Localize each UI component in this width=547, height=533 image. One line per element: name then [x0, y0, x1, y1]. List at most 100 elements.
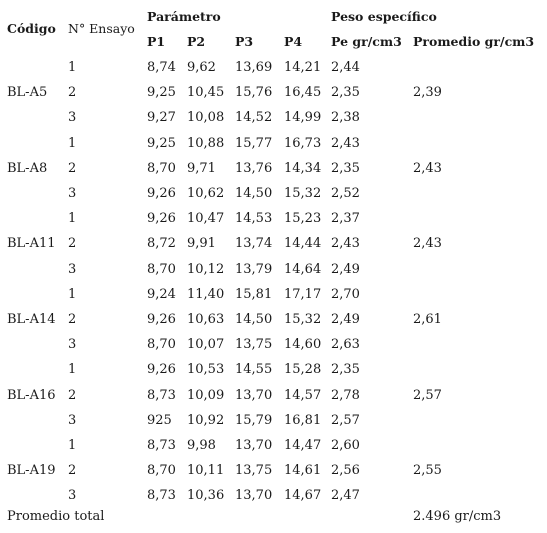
cell-p1: 8,73: [147, 388, 176, 403]
cell-ensayo: 1: [68, 136, 77, 151]
cell-ensayo: 1: [68, 362, 77, 377]
cell-promedio: 2,55: [413, 463, 442, 478]
cell-p3: 14,52: [235, 110, 273, 125]
cell-p3: 13,79: [235, 262, 273, 277]
cell-codigo: BL-A14: [7, 312, 56, 327]
cell-p1: 9,26: [147, 312, 176, 327]
cell-p2: 9,91: [187, 236, 216, 251]
cell-p3: 13,69: [235, 60, 273, 75]
cell-pe: 2,52: [331, 186, 360, 201]
cell-p4: 14,99: [284, 110, 322, 125]
cell-p3: 15,76: [235, 85, 273, 100]
cell-promedio: 2,61: [413, 312, 442, 327]
cell-p1: 8,70: [147, 337, 176, 352]
cell-pe: 2,35: [331, 161, 360, 176]
cell-pe: 2,38: [331, 110, 360, 125]
cell-p3: 15,81: [235, 287, 273, 302]
cell-pe: 2,43: [331, 136, 360, 151]
cell-p2: 10,08: [187, 110, 225, 125]
cell-p2: 10,47: [187, 211, 225, 226]
cell-promedio: 2,43: [413, 161, 442, 176]
cell-ensayo: 1: [68, 438, 77, 453]
cell-p3: 13,74: [235, 236, 273, 251]
header-codigo: Código: [7, 21, 56, 36]
cell-pe: 2,44: [331, 60, 360, 75]
cell-p3: 13,70: [235, 488, 273, 503]
cell-p3: 13,70: [235, 438, 273, 453]
cell-p3: 14,53: [235, 211, 273, 226]
cell-pe: 2,37: [331, 211, 360, 226]
cell-p2: 10,45: [187, 85, 225, 100]
cell-p4: 14,61: [284, 463, 322, 478]
cell-codigo: BL-A8: [7, 161, 48, 176]
header-p1: P1: [147, 34, 166, 49]
cell-p1: 8,73: [147, 488, 176, 503]
cell-p1: 8,70: [147, 262, 176, 277]
cell-p3: 13,76: [235, 161, 273, 176]
cell-p2: 10,63: [187, 312, 225, 327]
cell-p2: 11,40: [187, 287, 225, 302]
cell-ensayo: 1: [68, 287, 77, 302]
cell-ensayo: 1: [68, 211, 77, 226]
cell-p4: 15,32: [284, 312, 322, 327]
cell-p4: 14,34: [284, 161, 322, 176]
cell-ensayo: 3: [68, 186, 77, 201]
cell-p2: 10,92: [187, 413, 225, 428]
cell-p4: 16,81: [284, 413, 322, 428]
cell-ensayo: 2: [68, 85, 77, 100]
cell-ensayo: 3: [68, 262, 77, 277]
cell-p2: 10,11: [187, 463, 225, 478]
cell-pe: 2,43: [331, 236, 360, 251]
cell-p2: 9,71: [187, 161, 216, 176]
cell-ensayo: 3: [68, 413, 77, 428]
cell-pe: 2,35: [331, 85, 360, 100]
cell-p3: 13,75: [235, 463, 273, 478]
header-p2: P2: [187, 34, 206, 49]
cell-ensayo: 2: [68, 161, 77, 176]
cell-ensayo: 2: [68, 463, 77, 478]
header-parametro: Parámetro: [147, 9, 221, 24]
cell-p4: 14,21: [284, 60, 322, 75]
cell-p1: 925: [147, 413, 172, 428]
cell-ensayo: 2: [68, 388, 77, 403]
cell-ensayo: 3: [68, 110, 77, 125]
cell-codigo: BL-A19: [7, 463, 56, 478]
cell-pe: 2,56: [331, 463, 360, 478]
cell-p4: 14,47: [284, 438, 322, 453]
cell-p2: 10,88: [187, 136, 225, 151]
cell-p4: 14,64: [284, 262, 322, 277]
header-promedio: Promedio gr/cm3: [413, 34, 535, 49]
cell-p1: 9,26: [147, 211, 176, 226]
cell-pe: 2,78: [331, 388, 360, 403]
cell-p1: 8,70: [147, 161, 176, 176]
cell-p4: 15,32: [284, 186, 322, 201]
cell-p1: 9,26: [147, 362, 176, 377]
cell-p2: 10,53: [187, 362, 225, 377]
cell-pe: 2,57: [331, 413, 360, 428]
cell-p1: 9,25: [147, 136, 176, 151]
cell-p1: 8,70: [147, 463, 176, 478]
cell-p4: 15,28: [284, 362, 322, 377]
cell-pe: 2,60: [331, 438, 360, 453]
cell-ensayo: 3: [68, 337, 77, 352]
cell-p4: 14,57: [284, 388, 322, 403]
cell-promedio: 2,39: [413, 85, 442, 100]
header-p4: P4: [284, 34, 303, 49]
cell-p3: 13,75: [235, 337, 273, 352]
cell-p2: 10,36: [187, 488, 225, 503]
header-ensayo: N° Ensayo: [68, 21, 135, 36]
cell-p3: 15,79: [235, 413, 273, 428]
cell-p4: 14,67: [284, 488, 322, 503]
cell-p3: 13,70: [235, 388, 273, 403]
cell-pe: 2,70: [331, 287, 360, 302]
cell-p2: 10,07: [187, 337, 225, 352]
cell-promedio: 2,43: [413, 236, 442, 251]
cell-pe: 2,63: [331, 337, 360, 352]
cell-p1: 9,26: [147, 186, 176, 201]
header-p3: P3: [235, 34, 254, 49]
cell-ensayo: 2: [68, 236, 77, 251]
cell-ensayo: 3: [68, 488, 77, 503]
cell-promedio: 2,57: [413, 388, 442, 403]
cell-ensayo: 2: [68, 312, 77, 327]
cell-p2: 9,98: [187, 438, 216, 453]
